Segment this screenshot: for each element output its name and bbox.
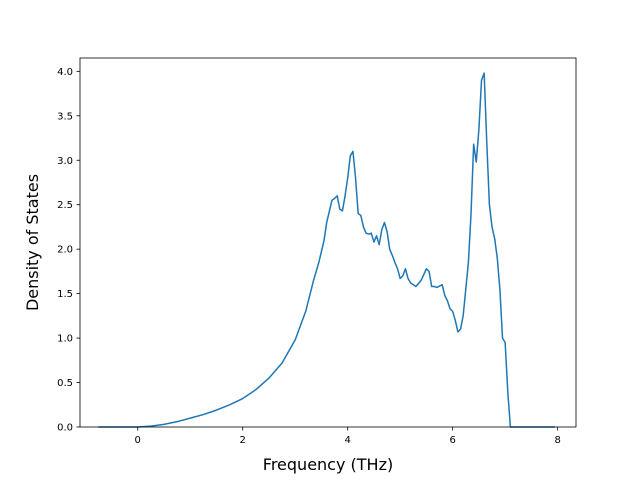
y-tick-label: 2.0	[57, 245, 73, 256]
x-tick-label: 4	[344, 435, 350, 446]
y-axis-ticks: 0.0 0.5 1.0 1.5 2.0 2.5 3.0 3.5 4.0	[57, 67, 80, 434]
y-tick-label: 0.5	[57, 378, 73, 389]
x-tick-label: 0	[135, 435, 141, 446]
y-axis-label: Density of States	[23, 174, 42, 311]
x-tick-label: 8	[554, 435, 560, 446]
x-tick-label: 6	[449, 435, 455, 446]
y-tick-label: 2.5	[57, 200, 73, 211]
dos-series-line	[98, 72, 556, 428]
y-tick-label: 0.0	[57, 423, 73, 434]
x-tick-label: 2	[240, 435, 246, 446]
y-tick-label: 1.0	[57, 334, 73, 345]
y-tick-label: 1.5	[57, 289, 73, 300]
y-tick-label: 3.5	[57, 111, 73, 122]
x-axis-label: Frequency (THz)	[263, 455, 393, 474]
y-tick-label: 3.0	[57, 156, 73, 167]
y-tick-label: 4.0	[57, 67, 73, 78]
axes-frame	[79, 57, 577, 428]
x-axis-ticks: 0 2 4 6 8	[135, 427, 561, 446]
plot-area	[98, 72, 556, 428]
